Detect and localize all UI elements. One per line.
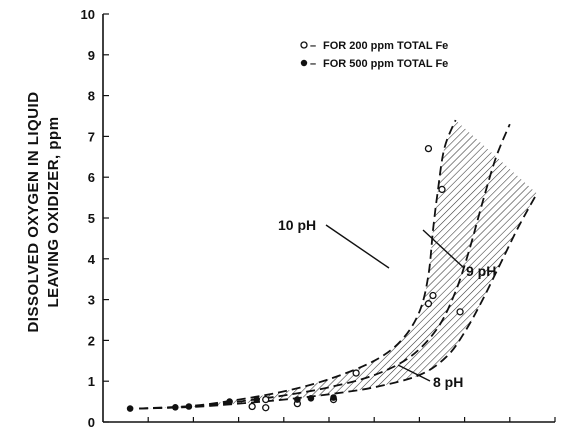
y-tick-label: 3 <box>88 293 95 308</box>
legend-dash-1: – <box>310 40 316 52</box>
curve-labels: 10 pH 9 pH 8 pH <box>278 217 496 390</box>
y-tick-label: 10 <box>81 7 95 22</box>
point-200ppm <box>429 291 437 300</box>
point-500ppm <box>294 396 301 403</box>
y-tick-label: 4 <box>88 252 96 267</box>
legend-label-500ppm: FOR 500 ppm TOTAL Fe <box>323 58 448 70</box>
point-200ppm <box>424 144 433 153</box>
curve-10ph <box>139 119 457 410</box>
point-200ppm <box>352 369 360 377</box>
label-8ph: 8 pH <box>433 374 463 390</box>
y-ticks: 0 1 2 3 4 5 6 7 8 9 10 <box>81 7 109 430</box>
y-tick-label: 8 <box>88 89 95 104</box>
point-200ppm <box>456 308 464 316</box>
legend-dash-2: – <box>310 58 316 70</box>
data-points <box>126 144 464 412</box>
leader-9ph <box>422 229 465 269</box>
legend: FOR 200 ppm TOTAL Fe – – FOR 500 ppm TOT… <box>300 40 448 70</box>
point-200ppm <box>438 185 446 194</box>
point-500ppm <box>307 395 315 402</box>
label-10ph: 10 pH <box>278 217 316 233</box>
leader-10ph <box>325 224 390 269</box>
curve-9ph <box>139 123 511 410</box>
point-500ppm <box>172 404 179 411</box>
y-axis-title-line2: LEAVING OXIDIZER, ppm <box>45 116 62 307</box>
point-200ppm <box>262 395 270 404</box>
leader-8ph <box>397 364 431 382</box>
label-9ph: 9 pH <box>466 263 496 279</box>
point-200ppm <box>424 300 433 308</box>
point-500ppm <box>330 394 337 401</box>
point-200ppm <box>248 402 256 411</box>
y-axis-title-line1: DISSOLVED OXYGEN IN LIQUID <box>25 91 42 332</box>
point-500ppm <box>253 396 260 403</box>
y-tick-label: 1 <box>88 374 95 389</box>
y-tick-label: 6 <box>88 170 95 185</box>
hatched-band <box>139 120 537 409</box>
point-500ppm <box>126 405 134 412</box>
y-tick-label: 5 <box>88 211 95 226</box>
legend-open-marker <box>300 41 308 49</box>
point-200ppm <box>262 404 270 412</box>
y-tick-label: 7 <box>88 129 95 144</box>
hatched-band-fill <box>139 120 537 409</box>
y-tick-label: 9 <box>88 48 95 63</box>
y-tick-label: 0 <box>88 415 95 430</box>
legend-filled-marker <box>300 59 308 67</box>
legend-label-200ppm: FOR 200 ppm TOTAL Fe <box>323 40 448 52</box>
point-500ppm <box>226 398 233 405</box>
point-500ppm <box>185 403 193 410</box>
y-axis-title: DISSOLVED OXYGEN IN LIQUID LEAVING OXIDI… <box>25 91 62 332</box>
y-tick-label: 2 <box>88 333 95 348</box>
